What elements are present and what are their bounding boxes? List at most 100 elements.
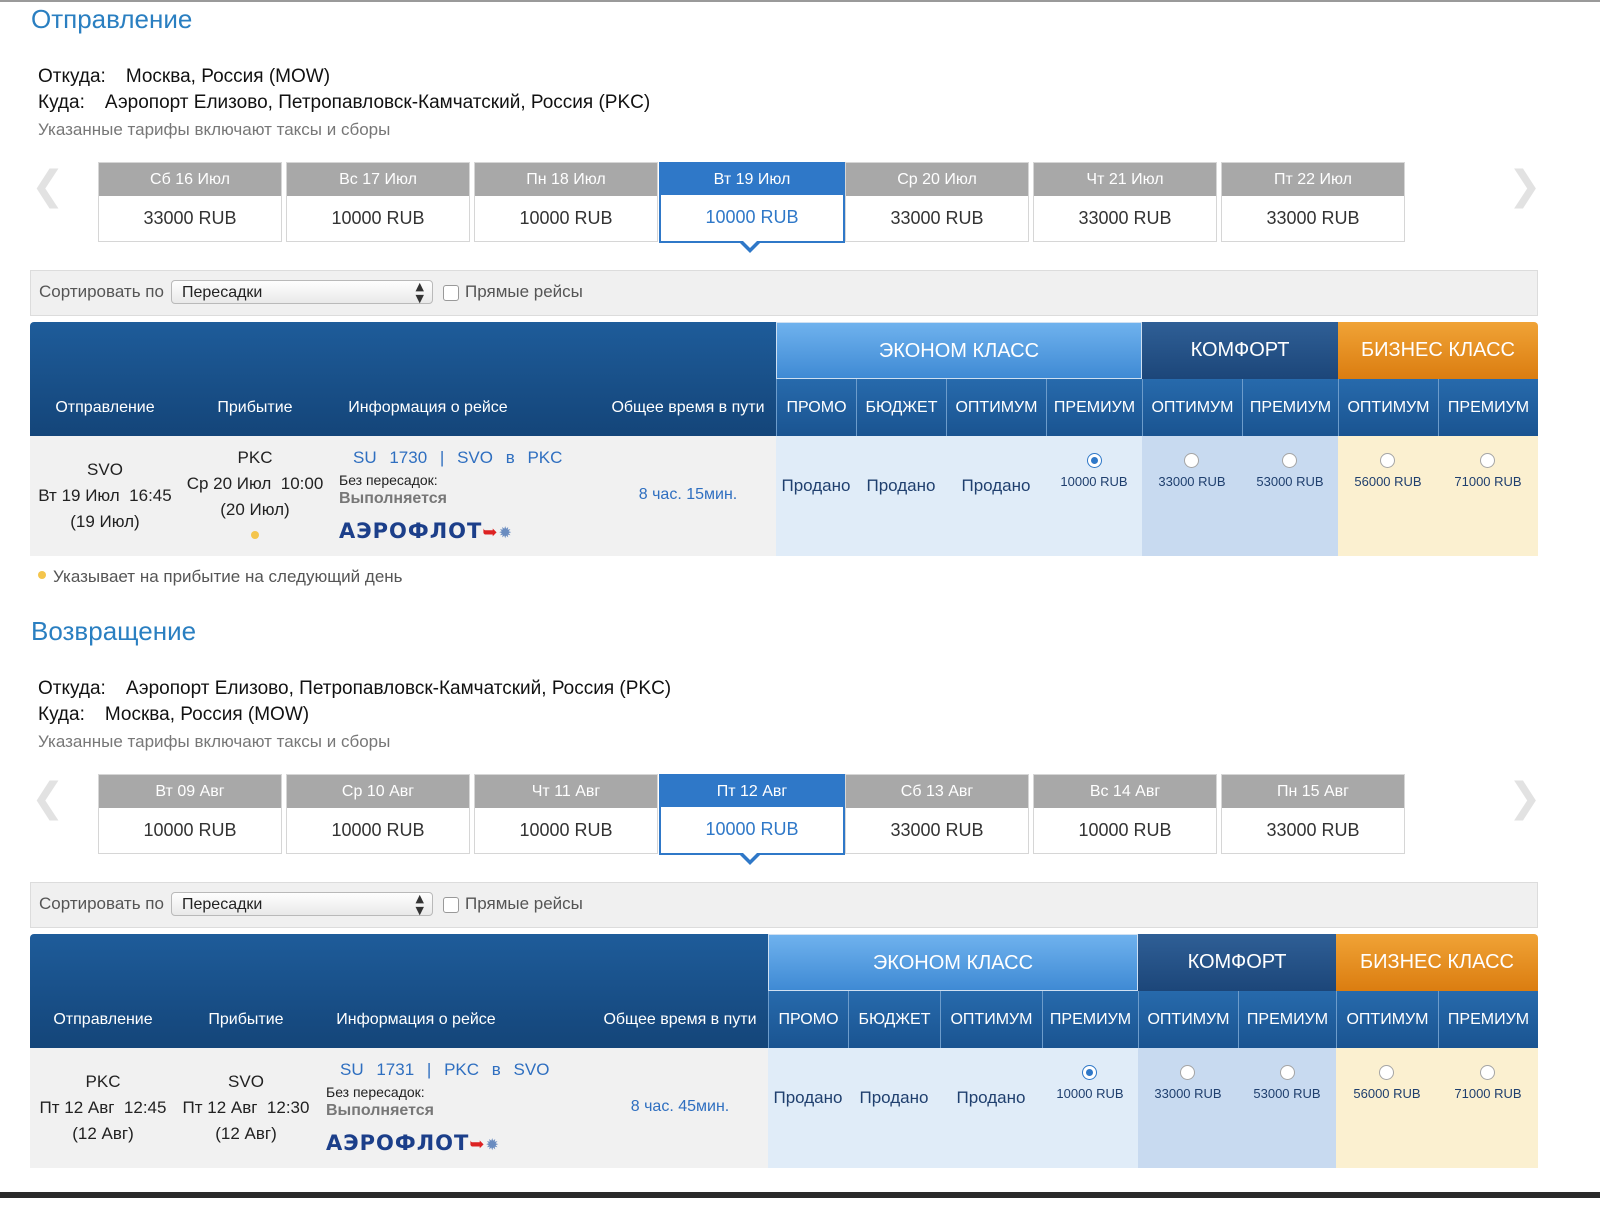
business-premium-header: ПРЕМИУМ — [1438, 991, 1538, 1048]
route-sep: | — [439, 448, 445, 467]
flight-number[interactable]: SU 1731 — [340, 1060, 415, 1079]
fare-premium-radio[interactable] — [1087, 453, 1102, 468]
business-optimum-radio[interactable] — [1380, 453, 1395, 468]
date-cell[interactable]: Чт 11 Авг 10000 RUB — [474, 774, 658, 854]
outbound-section: Отправление Откуда: Москва, Россия (MOW) … — [0, 0, 1600, 600]
business-premium-radio[interactable] — [1480, 1065, 1495, 1080]
selected-caret — [739, 852, 761, 865]
date-cell[interactable]: Ср 20 Июл 33000 RUB — [845, 162, 1029, 242]
top-divider — [0, 0, 1600, 2]
arrival-cell: PKC Ср 20 Июл 10:00 (20 Июл) — [180, 445, 330, 523]
sort-select[interactable]: Пересадки ▲ ▼ — [171, 892, 433, 917]
col-flight-info: Информация о рейсе — [348, 399, 508, 416]
selected-caret — [739, 240, 761, 253]
comfort-optimum-radio[interactable] — [1180, 1065, 1195, 1080]
from-value: Аэропорт Елизово, Петропавловск-Камчатск… — [125, 678, 672, 699]
flights-table: Отправление Прибытие Информация о рейсе … — [30, 322, 1538, 556]
date-cell[interactable]: Пт 22 Июл 33000 RUB — [1221, 162, 1405, 242]
arrival-cell: SVO Пт 12 Авг 12:30 (12 Авг) — [176, 1069, 316, 1147]
direct-flights-checkbox[interactable] — [443, 897, 459, 913]
duration: 8 час. 45мин. — [630, 1098, 730, 1115]
flight-route-line[interactable]: SU 1730 | SVO в PKC — [353, 448, 562, 468]
date-cell-selected[interactable]: Вт 19 Июл 10000 RUB — [659, 162, 845, 243]
date-price: 10000 RUB — [519, 208, 613, 228]
aeroflot-logo: АЭРОФЛОТ➥✹ — [339, 519, 513, 543]
flights-table: Отправление Прибытие Информация о рейсе … — [30, 934, 1538, 1168]
date-price: 10000 RUB — [143, 820, 237, 840]
col-departure: Отправление — [53, 1011, 153, 1028]
sort-select[interactable]: Пересадки ▲ ▼ — [171, 280, 433, 305]
outbound-route: Откуда: Москва, Россия (MOW) Куда: Аэропор… — [38, 64, 650, 116]
economy-class-header: ЭКОНОМ КЛАСС — [768, 934, 1138, 991]
stops-label: Без пересадок: — [339, 472, 438, 488]
comfort-premium-header: ПРЕМИУМ — [1242, 379, 1338, 436]
date-price: 10000 RUB — [331, 208, 425, 228]
arr-datetime: Пт 12 Авг 12:30 — [182, 1098, 310, 1117]
date-day: Сб 13 Авг — [846, 775, 1028, 808]
flight-route-line[interactable]: SU 1731 | PKC в SVO — [340, 1060, 549, 1080]
to-label: Куда: — [38, 704, 85, 725]
chevron-left-icon[interactable]: ❮ — [31, 163, 65, 209]
col-arrival: Прибытие — [208, 1011, 284, 1028]
fare-premium-radio[interactable] — [1082, 1065, 1097, 1080]
fare-note: Указанные тарифы включают таксы и сборы — [38, 732, 391, 751]
col-total-time: Общее время в пути — [611, 399, 765, 416]
fare-note: Указанные тарифы включают таксы и сборы — [38, 120, 391, 139]
comfort-premium-radio[interactable] — [1280, 1065, 1295, 1080]
direct-flights-checkbox[interactable] — [443, 285, 459, 301]
date-cell[interactable]: Вт 09 Авг 10000 RUB — [98, 774, 282, 854]
date-price: 10000 RUB — [519, 820, 613, 840]
chevron-right-icon[interactable]: ❯ — [1508, 163, 1542, 209]
fare-budget-sold: Продано — [859, 1088, 929, 1107]
comfort-premium-radio[interactable] — [1282, 453, 1297, 468]
wing-icon: ➥ — [469, 1134, 486, 1155]
table-header-left — [30, 322, 776, 436]
date-day: Вт 09 Авг — [99, 775, 281, 808]
fare-premium-header: ПРЕМИУМ — [1046, 379, 1142, 436]
fare-premium-header: ПРЕМИУМ — [1042, 991, 1138, 1048]
chevron-right-icon[interactable]: ❯ — [1508, 775, 1542, 821]
date-day: Пн 18 Июл — [475, 163, 657, 196]
date-price: 10000 RUB — [1078, 820, 1172, 840]
business-optimum-header: ОПТИМУМ — [1336, 991, 1438, 1048]
business-premium-radio[interactable] — [1480, 453, 1495, 468]
skyteam-icon: ✹ — [498, 523, 513, 542]
departure-cell: PKC Пт 12 Авг 12:45 (12 Авг) — [30, 1069, 176, 1147]
comfort-cells — [1138, 1048, 1336, 1168]
flight-number[interactable]: SU 1730 — [353, 448, 428, 467]
route-in: в — [491, 1060, 501, 1079]
business-class-header: БИЗНЕС КЛАСС — [1338, 322, 1538, 379]
date-cell[interactable]: Вс 17 Июл 10000 RUB — [286, 162, 470, 242]
business-optimum-price: 56000 RUB — [1353, 1086, 1421, 1101]
economy-class-header: ЭКОНОМ КЛАСС — [776, 322, 1142, 379]
fare-promo-header: ПРОМО — [768, 991, 848, 1048]
comfort-optimum-header: ОПТИМУМ — [1138, 991, 1238, 1048]
date-cell[interactable]: Ср 10 Авг 10000 RUB — [286, 774, 470, 854]
date-cell[interactable]: Пн 18 Июл 10000 RUB — [474, 162, 658, 242]
operated-label: Выполняется — [339, 490, 447, 507]
flight-row — [30, 1048, 768, 1168]
date-cell-selected[interactable]: Пт 12 Авг 10000 RUB — [659, 774, 845, 855]
col-total-time: Общее время в пути — [603, 1011, 757, 1028]
business-optimum-radio[interactable] — [1379, 1065, 1394, 1080]
chevron-left-icon[interactable]: ❮ — [31, 775, 65, 821]
fare-budget-header: БЮДЖЕТ — [848, 991, 940, 1048]
date-cell[interactable]: Сб 16 Июл 33000 RUB — [98, 162, 282, 242]
date-day: Ср 10 Авг — [287, 775, 469, 808]
date-cell[interactable]: Пн 15 Авг 33000 RUB — [1221, 774, 1405, 854]
comfort-optimum-price: 33000 RUB — [1154, 1086, 1222, 1101]
comfort-class-header: КОМФОРТ — [1138, 934, 1336, 991]
date-cell[interactable]: Вс 14 Авг 10000 RUB — [1033, 774, 1217, 854]
arr-code: PKC — [237, 448, 273, 467]
date-price: 33000 RUB — [1266, 208, 1360, 228]
arr-date: (20 Июл) — [220, 500, 290, 519]
comfort-optimum-radio[interactable] — [1184, 453, 1199, 468]
col-flight-info: Информация о рейсе — [336, 1011, 496, 1028]
wing-icon: ➥ — [482, 522, 499, 543]
duration: 8 час. 15мин. — [638, 486, 738, 503]
departure-cell: SVO Вт 19 Июл 16:45 (19 Июл) — [30, 457, 180, 535]
date-day: Ср 20 Июл — [846, 163, 1028, 196]
dep-code: PKC — [85, 1072, 121, 1091]
date-cell[interactable]: Чт 21 Июл 33000 RUB — [1033, 162, 1217, 242]
date-cell[interactable]: Сб 13 Авг 33000 RUB — [845, 774, 1029, 854]
